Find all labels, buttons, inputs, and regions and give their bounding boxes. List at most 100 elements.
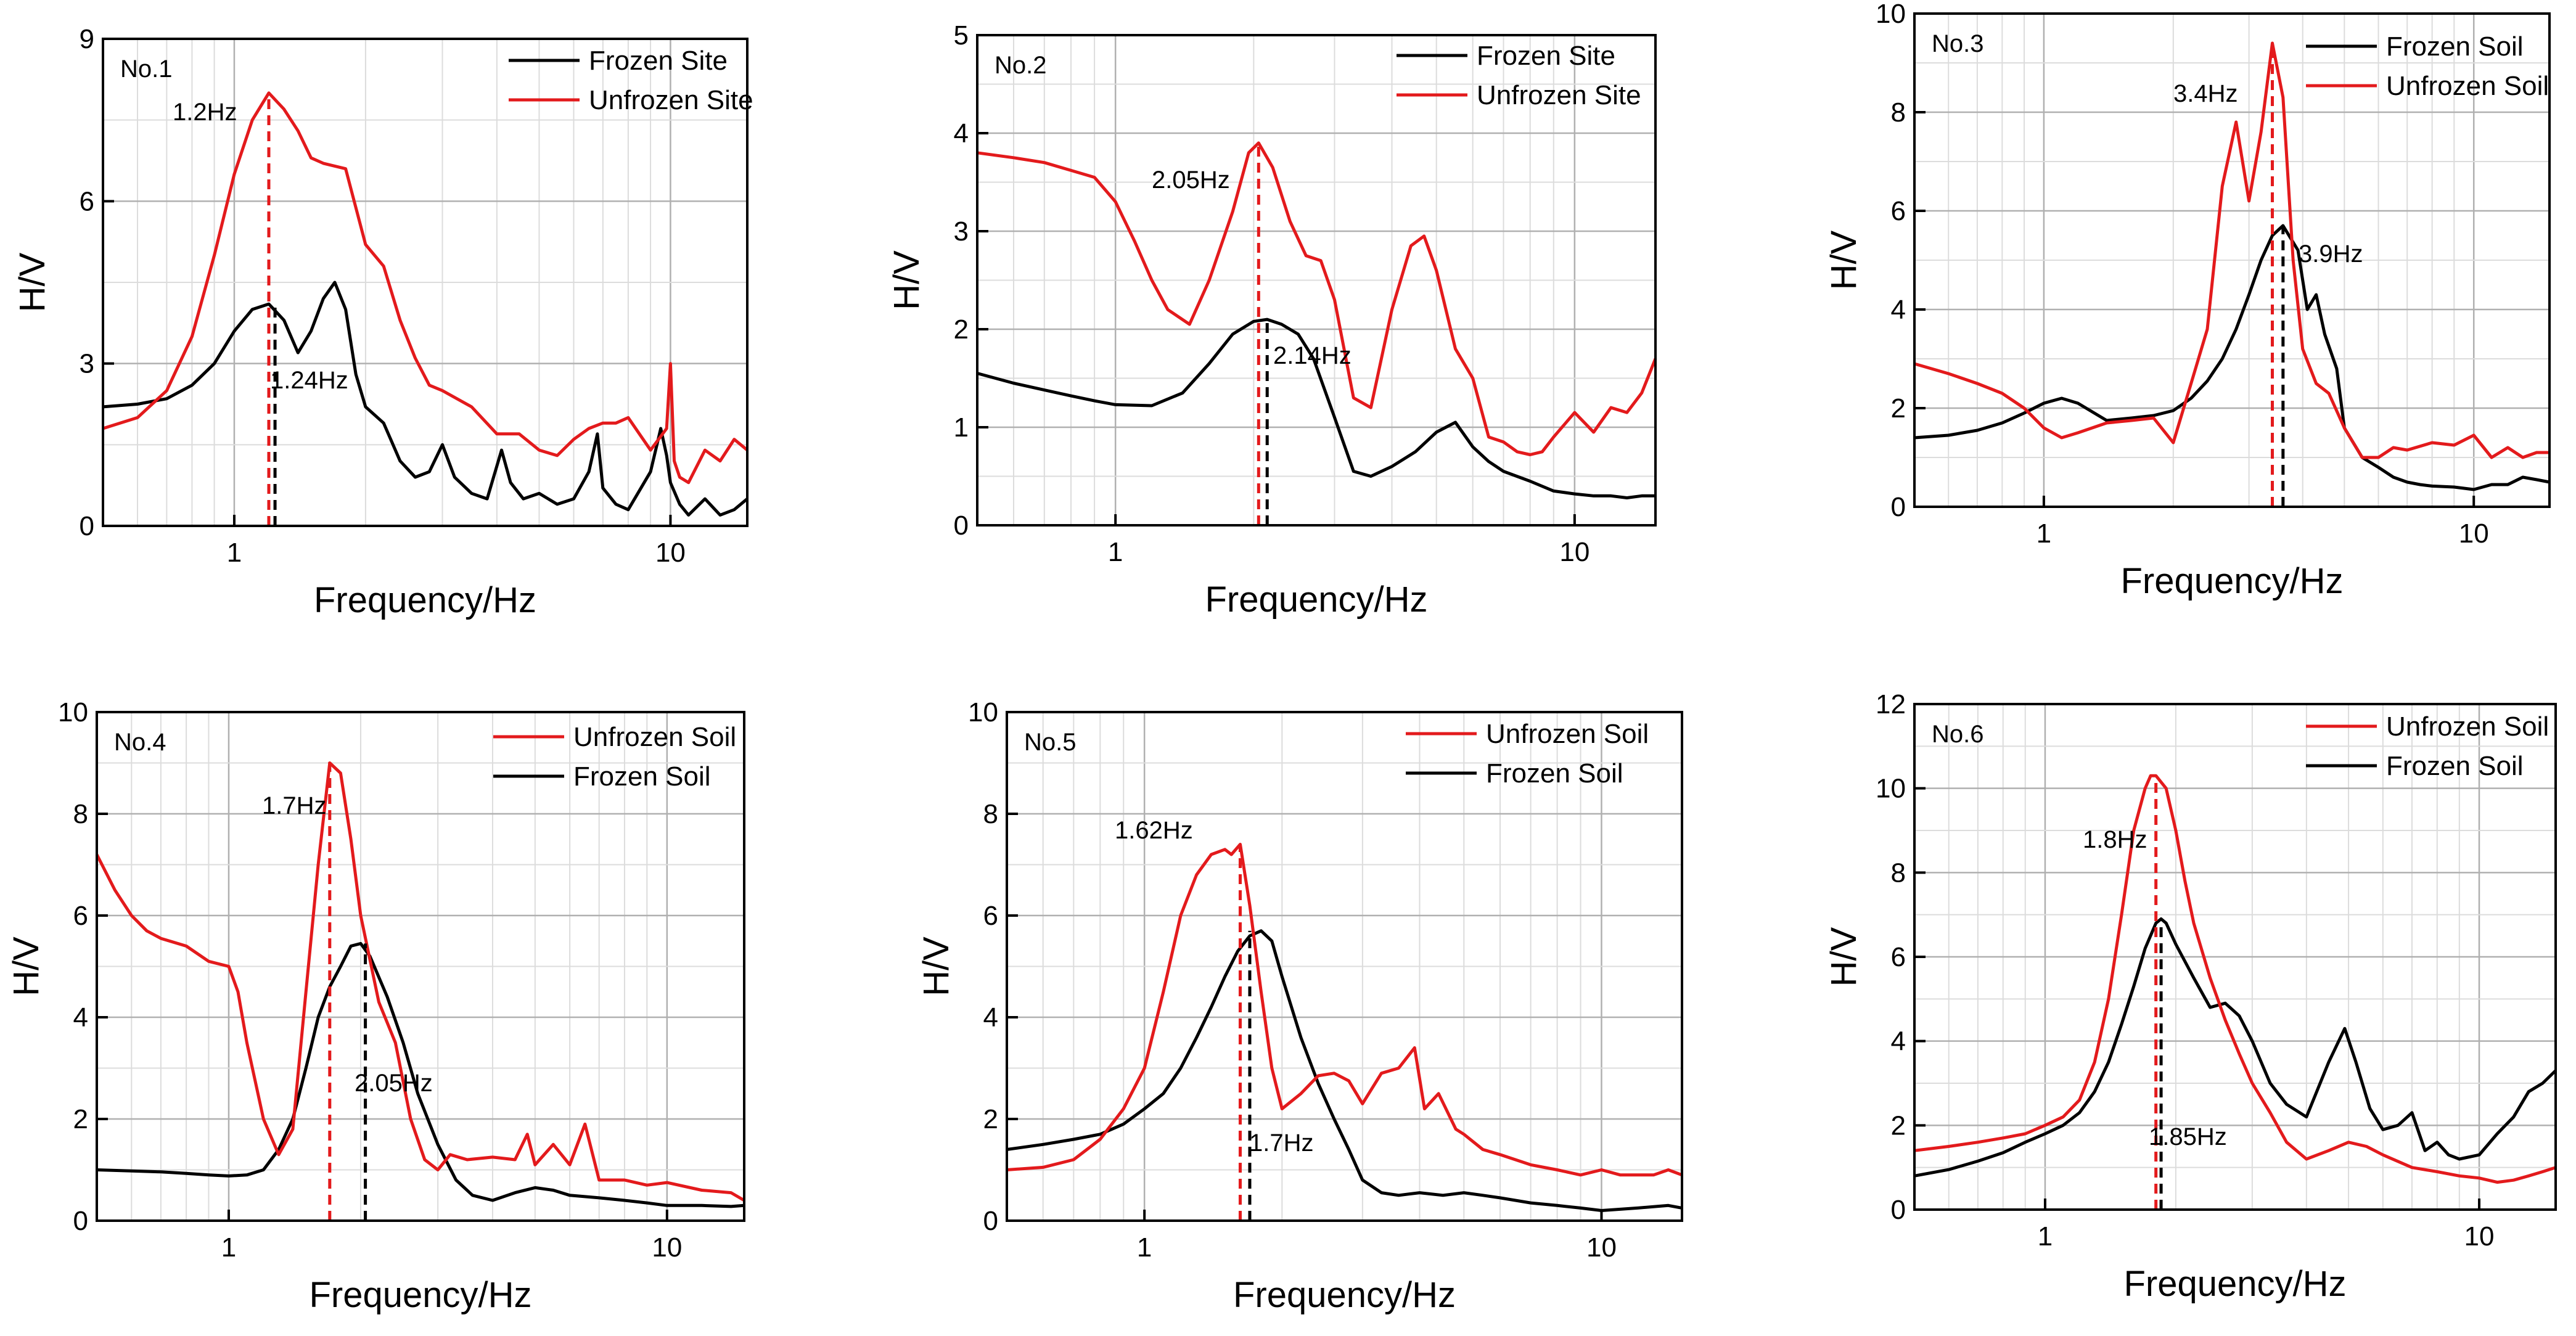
peak-annotation: 1.24Hz bbox=[270, 367, 348, 394]
plot-frame bbox=[1006, 711, 1683, 1222]
legend-label: Frozen Site bbox=[589, 46, 728, 76]
chart-panel-6: 0 2 4 6 8 10 12 1 10 Frequency/Hz H/V No.6 Unfrozen … bbox=[1824, 689, 2557, 1304]
plot-frame bbox=[1913, 12, 2551, 508]
y-tick-label: 2 bbox=[1891, 393, 1906, 424]
y-axis-title: H/V bbox=[12, 252, 52, 312]
x-axis-title: Frequency/Hz bbox=[2123, 1264, 2346, 1304]
y-tick-label: 4 bbox=[983, 1002, 998, 1033]
series-line-unfrozen-site bbox=[977, 141, 1657, 456]
series-line-unfrozen-site bbox=[102, 91, 749, 485]
series-line-unfrozen-soil bbox=[1914, 41, 2549, 459]
y-tick-label: 6 bbox=[73, 901, 88, 931]
y-tick-label: 0 bbox=[1891, 492, 1906, 522]
y-tick-label: 5 bbox=[954, 20, 969, 51]
plot-frame bbox=[96, 711, 745, 1222]
x-tick-label: 1 bbox=[1137, 1232, 1152, 1263]
series-line-frozen-soil bbox=[1914, 917, 2557, 1178]
chart-panel-2: 0 1 2 3 4 5 1 10 Frequency/Hz H/V No.2 Frozen Site U… bbox=[887, 20, 1657, 620]
y-tick-label: 12 bbox=[1876, 689, 1906, 719]
y-tick-label: 0 bbox=[954, 510, 969, 541]
x-tick-label: 10 bbox=[655, 538, 686, 568]
y-tick-label: 2 bbox=[1891, 1110, 1906, 1141]
peak-annotation: 2.05Hz bbox=[1152, 166, 1230, 194]
x-axis-title: Frequency/Hz bbox=[314, 580, 536, 620]
panel-tag: No.2 bbox=[995, 52, 1047, 79]
y-tick-label: 10 bbox=[968, 697, 998, 727]
y-tick-label: 2 bbox=[954, 314, 969, 345]
y-axis-title: H/V bbox=[1824, 927, 1864, 986]
chart-panel-5: 0 2 4 6 8 10 1 10 Frequency/Hz H/V No.5 Unfrozen So… bbox=[916, 697, 1683, 1315]
y-tick-label: 0 bbox=[80, 511, 94, 541]
y-tick-label: 0 bbox=[1891, 1195, 1906, 1225]
y-tick-label: 8 bbox=[73, 799, 88, 829]
legend-label: Frozen Soil bbox=[1486, 758, 1623, 789]
y-tick-label: 6 bbox=[983, 901, 998, 931]
y-tick-label: 8 bbox=[1891, 97, 1906, 128]
plot-frame bbox=[102, 38, 749, 527]
peak-annotation: 1.8Hz bbox=[2083, 826, 2147, 853]
peak-annotation: 3.9Hz bbox=[2299, 240, 2363, 268]
peak-annotation: 2.14Hz bbox=[1273, 342, 1352, 369]
x-tick-label: 10 bbox=[1559, 537, 1589, 567]
legend-label: Frozen Soil bbox=[2386, 751, 2524, 781]
series-line-frozen-soil bbox=[96, 941, 745, 1208]
y-tick-label: 1 bbox=[954, 412, 969, 443]
y-axis-title: H/V bbox=[916, 936, 956, 996]
panel-tag: No.1 bbox=[120, 55, 173, 83]
y-tick-label: 6 bbox=[1891, 196, 1906, 226]
y-tick-label: 2 bbox=[983, 1104, 998, 1134]
y-tick-label: 8 bbox=[983, 799, 998, 829]
x-axis-title: Frequency/Hz bbox=[2120, 561, 2343, 601]
x-axis-title: Frequency/Hz bbox=[1205, 580, 1427, 620]
y-tick-label: 2 bbox=[73, 1104, 88, 1134]
x-tick-label: 1 bbox=[221, 1232, 236, 1263]
x-axis-title: Frequency/Hz bbox=[1233, 1275, 1456, 1315]
y-axis-title: H/V bbox=[1824, 230, 1864, 290]
series-line-unfrozen-soil bbox=[1914, 774, 2556, 1184]
x-tick-label: 10 bbox=[2459, 518, 2489, 549]
peak-annotation: 1.7Hz bbox=[262, 792, 327, 819]
legend-label: Unfrozen Soil bbox=[573, 722, 736, 752]
panel-tag: No.5 bbox=[1024, 729, 1077, 756]
chart-panel-4: 0 2 4 6 8 10 1 10 Frequency/Hz H/V No.4 Unfrozen So… bbox=[6, 697, 745, 1315]
chart-panel-3: 0 2 4 6 8 10 1 10 Frequency/Hz H/V No.3 Frozen Soil… bbox=[1824, 0, 2551, 601]
series-line-frozen-soil bbox=[1006, 929, 1683, 1212]
legend-label: Frozen Soil bbox=[2386, 31, 2524, 62]
y-tick-label: 6 bbox=[80, 186, 94, 216]
y-tick-label: 0 bbox=[73, 1206, 88, 1236]
series-line-unfrozen-soil bbox=[95, 761, 745, 1202]
y-tick-label: 6 bbox=[1891, 942, 1906, 972]
panel-tag: No.3 bbox=[1932, 30, 1984, 57]
y-tick-label: 0 bbox=[983, 1206, 998, 1236]
peak-annotation: 2.05Hz bbox=[355, 1070, 433, 1097]
plot-frame bbox=[976, 34, 1657, 527]
peak-annotation: 1.85Hz bbox=[2149, 1123, 2227, 1150]
y-tick-label: 3 bbox=[954, 216, 969, 247]
legend-label: Unfrozen Soil bbox=[2386, 71, 2549, 101]
legend-label: Unfrozen Soil bbox=[1486, 719, 1649, 749]
x-tick-label: 1 bbox=[227, 538, 242, 568]
y-tick-label: 4 bbox=[1891, 295, 1906, 325]
y-tick-label: 4 bbox=[954, 118, 969, 149]
peak-annotation: 3.4Hz bbox=[2173, 80, 2238, 107]
x-tick-label: 10 bbox=[1586, 1232, 1617, 1263]
y-tick-label: 10 bbox=[1876, 774, 1906, 804]
y-tick-label: 4 bbox=[1891, 1027, 1906, 1057]
y-tick-label: 8 bbox=[1891, 858, 1906, 888]
x-tick-label: 10 bbox=[652, 1232, 682, 1263]
x-tick-label: 1 bbox=[2038, 1221, 2053, 1252]
x-tick-label: 1 bbox=[2037, 518, 2051, 549]
y-tick-label: 10 bbox=[58, 697, 88, 727]
y-tick-label: 4 bbox=[73, 1002, 88, 1033]
series-line-frozen-site bbox=[977, 318, 1655, 499]
y-axis-title: H/V bbox=[887, 250, 927, 310]
peak-annotation: 1.7Hz bbox=[1249, 1129, 1314, 1157]
series-line-unfrozen-soil bbox=[1006, 843, 1683, 1177]
panel-tag: No.4 bbox=[114, 729, 166, 756]
y-axis-title: H/V bbox=[6, 936, 46, 996]
peak-annotation: 1.2Hz bbox=[173, 99, 237, 126]
legend-label: Unfrozen Soil bbox=[2386, 711, 2549, 742]
legend-label: Frozen Soil bbox=[573, 761, 711, 792]
y-tick-label: 3 bbox=[80, 349, 94, 379]
